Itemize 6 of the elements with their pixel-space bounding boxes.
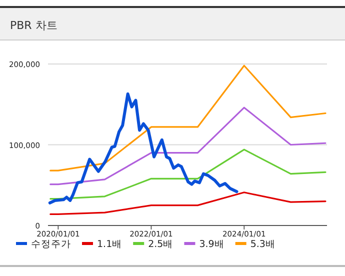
legend-label: 2.5배 — [148, 239, 174, 250]
legend-label: 수정주가 — [31, 239, 71, 250]
legend-label: 5.3배 — [250, 239, 276, 250]
title: PBR 차트 — [10, 19, 58, 32]
legend-label: 1.1배 — [97, 239, 122, 250]
legend-label: 3.9배 — [199, 239, 224, 250]
